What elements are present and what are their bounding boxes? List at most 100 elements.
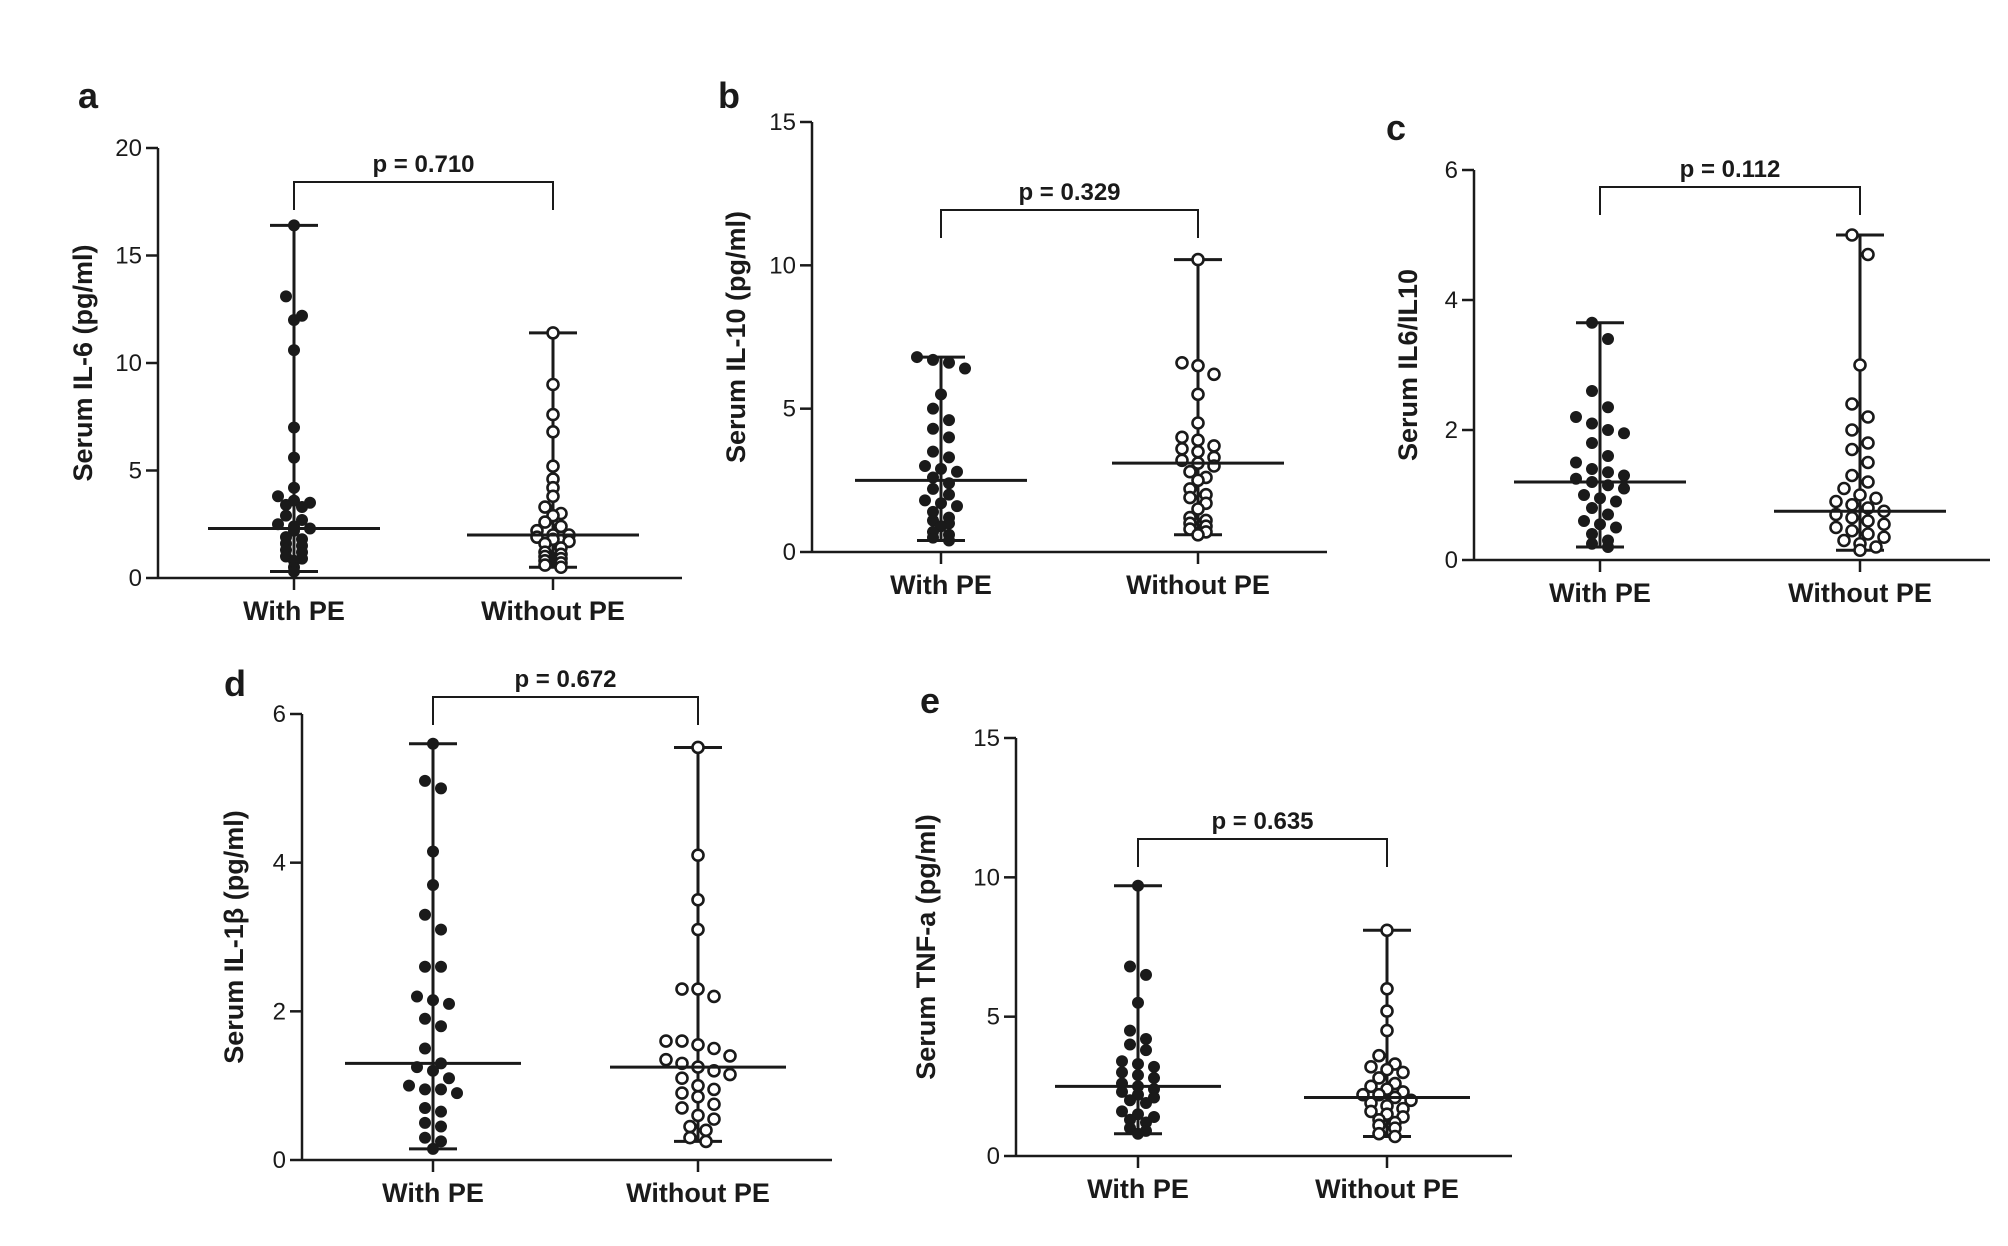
data-point (683, 1130, 697, 1145)
data-point (435, 960, 447, 973)
data-point (1586, 537, 1598, 550)
data-point (1191, 433, 1205, 448)
data-point (419, 1042, 431, 1055)
data-point (403, 1079, 415, 1092)
data-point (419, 1101, 431, 1114)
data-point (1116, 1085, 1128, 1098)
series-without-pe (1774, 228, 1946, 558)
data-point (943, 488, 955, 501)
data-point (1586, 463, 1598, 475)
y-axis-title: Serum IL-6 (pg/ml) (68, 244, 98, 481)
series-without-pe (1112, 252, 1284, 542)
data-point (427, 845, 439, 858)
data-point (1845, 423, 1859, 437)
series-without-pe (610, 740, 786, 1149)
data-point (546, 377, 560, 392)
data-point (435, 1105, 447, 1118)
data-point (538, 500, 552, 514)
data-point (1132, 996, 1144, 1009)
data-point (935, 497, 947, 510)
data-point (911, 351, 923, 364)
data-point (707, 1112, 721, 1126)
series-with-pe (1514, 316, 1686, 553)
data-point (427, 878, 439, 891)
data-point (675, 1086, 689, 1100)
y-tick-label: 0 (273, 1147, 286, 1174)
data-point (1861, 475, 1875, 489)
panel-letter: e (920, 680, 940, 721)
data-point (1380, 1062, 1394, 1077)
x-category-label: With PE (890, 570, 992, 600)
data-point (1140, 968, 1152, 981)
series-without-pe (1304, 923, 1470, 1144)
data-point (1124, 1094, 1136, 1107)
data-point (1861, 247, 1875, 262)
series-with-pe (208, 219, 380, 578)
data-point (1586, 437, 1598, 449)
y-tick-label: 15 (115, 243, 142, 270)
data-point (435, 782, 447, 795)
data-point (1116, 1066, 1128, 1079)
data-point (1861, 410, 1875, 424)
data-point (707, 989, 721, 1004)
data-point (288, 421, 300, 434)
data-point (1570, 411, 1582, 423)
data-point (927, 531, 939, 544)
y-tick-label: 5 (129, 458, 142, 485)
p-value-label: p = 0.635 (1211, 808, 1313, 835)
data-point (919, 460, 931, 472)
data-point (1618, 469, 1630, 482)
data-point (927, 422, 939, 435)
data-point (1124, 960, 1136, 973)
data-point (1861, 436, 1875, 450)
data-point (1116, 1105, 1128, 1118)
data-point (427, 1064, 439, 1077)
data-point (959, 362, 971, 375)
data-point (691, 893, 705, 907)
y-tick-label: 5 (987, 1004, 1000, 1031)
data-point (1372, 1048, 1386, 1063)
data-point (951, 500, 963, 513)
data-point (1207, 367, 1221, 382)
data-point (1594, 518, 1606, 531)
significance-bracket (432, 696, 699, 725)
data-point (691, 1078, 705, 1093)
data-point (1132, 1069, 1144, 1082)
data-point (435, 923, 447, 936)
data-point (427, 737, 439, 750)
data-point (1124, 1024, 1136, 1037)
data-point (1829, 494, 1843, 509)
data-point (546, 326, 560, 340)
data-point (935, 462, 947, 475)
data-point (1877, 517, 1891, 532)
p-value-label: p = 0.112 (1680, 156, 1781, 183)
data-point (1191, 387, 1205, 402)
y-tick-label: 5 (783, 396, 796, 423)
x-category-label: Without PE (1126, 570, 1270, 600)
significance-bracket (293, 181, 554, 210)
data-point (1175, 430, 1189, 445)
data-point (1148, 1060, 1160, 1073)
data-point (1586, 316, 1598, 329)
data-point (1132, 879, 1144, 892)
y-tick-label: 4 (1445, 287, 1458, 314)
data-point (1877, 530, 1891, 545)
chart-panel-d: d 0 2 4 6 With PE Without PE Serum IL-1β (pg/ml… (219, 663, 832, 1208)
y-tick-label: 0 (987, 1143, 1000, 1170)
p-value-label: p = 0.329 (1018, 179, 1120, 206)
data-point (707, 1082, 721, 1097)
data-point (288, 451, 300, 464)
data-point (699, 1123, 713, 1138)
data-point (451, 1087, 463, 1100)
data-point (443, 997, 455, 1010)
series-with-pe (855, 351, 1027, 547)
data-point (1861, 514, 1875, 528)
data-point (675, 982, 689, 996)
x-category-label: With PE (382, 1178, 484, 1208)
data-point (280, 290, 292, 303)
data-point (427, 1142, 439, 1155)
series-with-pe (345, 737, 521, 1155)
data-point (1845, 510, 1859, 525)
data-point (554, 560, 568, 575)
